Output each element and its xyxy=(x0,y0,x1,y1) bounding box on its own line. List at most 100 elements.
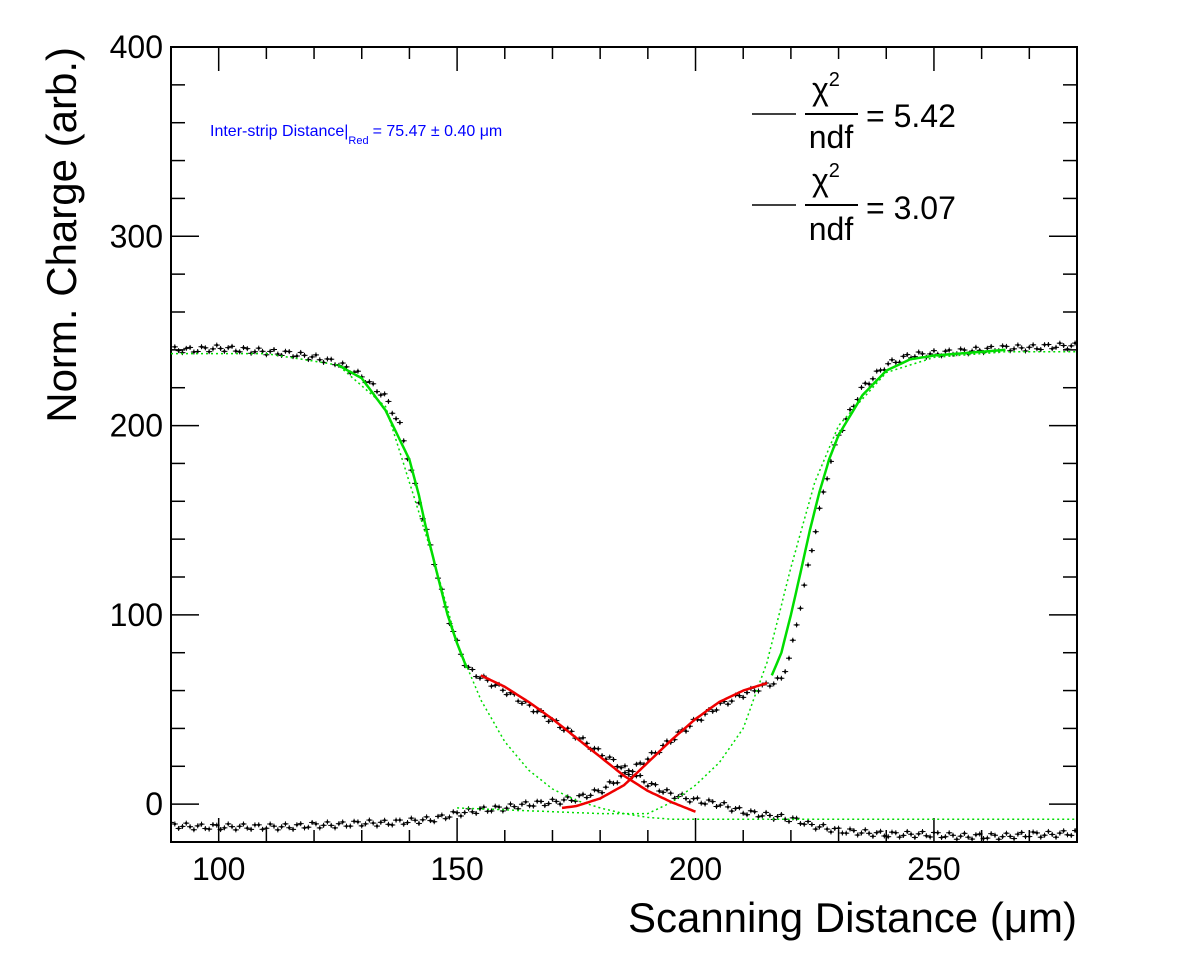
data-point xyxy=(585,796,589,799)
data-point xyxy=(329,824,333,827)
data-point xyxy=(1028,345,1031,349)
data-point xyxy=(440,813,444,817)
data-point xyxy=(1020,346,1023,350)
data-point xyxy=(463,811,467,814)
data-point xyxy=(726,702,730,706)
data-point xyxy=(299,822,303,825)
data-point xyxy=(211,347,215,351)
legend-value-1: = 5.42 xyxy=(866,98,956,134)
data-point xyxy=(291,828,295,831)
data-point xyxy=(493,684,497,687)
data-point xyxy=(608,755,611,759)
data-point xyxy=(1005,345,1008,348)
data-point xyxy=(814,827,817,831)
data-point xyxy=(673,797,676,800)
x-axis-label: Scanning Distance (μm) xyxy=(628,894,1077,941)
data-point xyxy=(356,369,360,373)
data-point xyxy=(482,805,486,809)
data-point xyxy=(520,802,524,806)
data-point xyxy=(944,349,947,353)
data-point xyxy=(1066,347,1069,351)
data-point xyxy=(295,354,299,358)
x-tick-label: 250 xyxy=(907,851,960,887)
data-point xyxy=(825,827,829,831)
data-point xyxy=(249,828,253,831)
data-point xyxy=(627,769,631,772)
data-point xyxy=(886,362,890,366)
data-point xyxy=(192,350,196,354)
data-point xyxy=(310,355,314,359)
data-point xyxy=(688,800,692,804)
data-point xyxy=(387,400,390,403)
data-point xyxy=(211,823,215,826)
data-point xyxy=(513,805,516,808)
data-point xyxy=(379,393,383,397)
data-point xyxy=(390,411,394,415)
data-point xyxy=(928,835,932,839)
data-point xyxy=(627,773,631,776)
data-point xyxy=(295,823,299,827)
legend-entry-2: χ2 ndf = 3.07 xyxy=(752,160,956,247)
data-point xyxy=(402,439,405,443)
data-point xyxy=(741,811,745,815)
data-point xyxy=(730,809,734,813)
data-point xyxy=(684,729,688,733)
data-point xyxy=(1058,341,1062,345)
data-point xyxy=(238,825,241,828)
plot-frame xyxy=(170,46,1078,843)
data-point xyxy=(1073,341,1077,345)
data-point xyxy=(1069,344,1073,348)
data-point xyxy=(875,831,879,834)
data-point xyxy=(657,789,661,793)
data-point xyxy=(886,835,890,838)
data-point xyxy=(230,345,234,348)
data-point xyxy=(902,834,905,837)
data-point xyxy=(261,828,264,831)
data-point xyxy=(219,347,222,350)
data-point xyxy=(921,830,924,833)
y-tick-label: 400 xyxy=(110,29,163,65)
data-point xyxy=(493,804,497,808)
data-point xyxy=(883,834,886,838)
data-point xyxy=(879,368,882,372)
data-point xyxy=(299,351,303,354)
annotation-inter-strip-distance: Inter-strip Distance|Red = 75.47 ± 0.40 μ… xyxy=(210,123,502,147)
data-point xyxy=(524,800,528,804)
data-point xyxy=(753,689,756,693)
data-point xyxy=(242,346,245,349)
data-point xyxy=(192,828,196,832)
data-point xyxy=(245,347,249,350)
data-point xyxy=(802,583,806,587)
data-point xyxy=(535,799,539,803)
data-point xyxy=(772,682,776,686)
data-point xyxy=(223,350,226,353)
data-point xyxy=(322,361,325,364)
data-point xyxy=(177,349,180,352)
data-point xyxy=(760,814,764,818)
data-point xyxy=(974,833,978,837)
data-point xyxy=(478,676,482,680)
data-point xyxy=(474,675,478,678)
data-point xyxy=(390,823,394,827)
data-point xyxy=(226,822,230,826)
data-point xyxy=(341,361,344,365)
data-point xyxy=(963,832,966,835)
data-point xyxy=(444,817,447,820)
data-point xyxy=(280,825,283,829)
data-point xyxy=(982,837,985,840)
data-point xyxy=(1005,831,1008,835)
data-point xyxy=(1054,346,1058,349)
data-point xyxy=(810,823,814,826)
data-point xyxy=(543,715,547,718)
data-point xyxy=(417,822,421,825)
y-axis-label: Norm. Charge (arb.) xyxy=(38,47,85,423)
data-point xyxy=(547,802,550,805)
data-point xyxy=(421,818,425,822)
data-point xyxy=(829,460,833,463)
data-point xyxy=(1050,833,1054,836)
data-point xyxy=(379,821,383,824)
data-point xyxy=(371,821,375,825)
data-point xyxy=(245,826,249,830)
x-tick-label: 150 xyxy=(430,851,483,887)
